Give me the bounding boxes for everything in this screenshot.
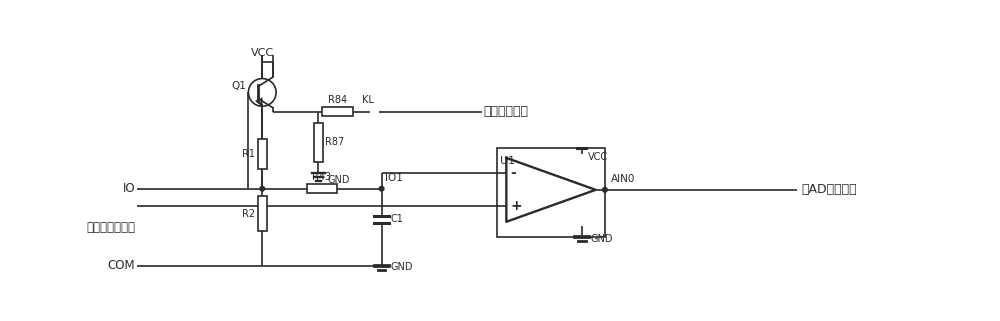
Text: GND: GND <box>328 175 350 185</box>
Text: COM: COM <box>108 259 135 272</box>
Text: VCC: VCC <box>588 152 608 162</box>
Text: AIN0: AIN0 <box>611 174 635 184</box>
Circle shape <box>248 79 276 106</box>
Text: KL: KL <box>362 95 374 105</box>
Bar <box>497 148 605 237</box>
Text: 漏电互感器接入: 漏电互感器接入 <box>86 221 135 234</box>
Text: R87: R87 <box>325 137 344 147</box>
Text: U1: U1 <box>500 156 515 166</box>
Circle shape <box>603 187 607 192</box>
Text: R2: R2 <box>242 209 255 219</box>
Text: IO1: IO1 <box>385 172 403 183</box>
Bar <box>307 184 337 193</box>
Text: VCC: VCC <box>251 48 274 58</box>
Circle shape <box>379 187 384 191</box>
Text: 去AD转换电路: 去AD转换电路 <box>801 183 857 196</box>
Text: Q1: Q1 <box>231 81 246 91</box>
Text: C1: C1 <box>391 214 404 224</box>
Text: R43: R43 <box>312 172 331 182</box>
Text: +: + <box>510 199 522 213</box>
Text: R84: R84 <box>328 95 347 105</box>
Bar <box>258 139 267 169</box>
Bar <box>258 196 267 231</box>
Text: -: - <box>510 166 516 180</box>
Circle shape <box>260 187 265 191</box>
Text: IO: IO <box>123 182 135 195</box>
Text: 单片机控制端: 单片机控制端 <box>483 105 528 118</box>
Bar <box>314 123 323 162</box>
Bar <box>322 107 353 116</box>
Text: GND: GND <box>590 234 613 244</box>
Text: GND: GND <box>390 262 413 272</box>
Text: R1: R1 <box>242 149 255 159</box>
